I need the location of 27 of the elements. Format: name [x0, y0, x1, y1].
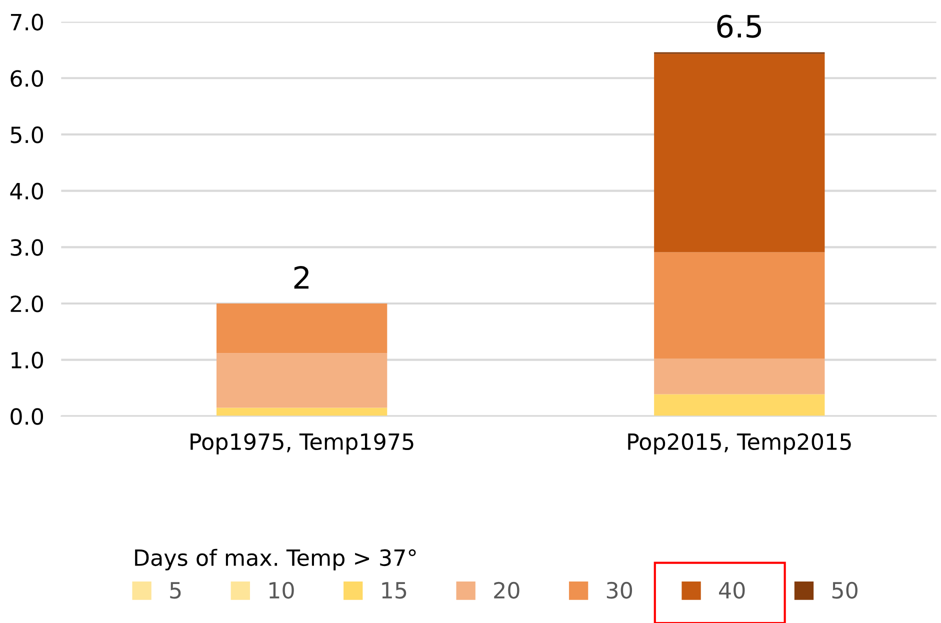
legend-label: 10	[270, 582, 294, 599]
total-label: 2	[294, 266, 308, 289]
bar	[216, 408, 388, 416]
legend-label: 5	[170, 582, 181, 599]
y-tick-label: 4.0	[10, 182, 44, 200]
total-label: 6.5	[717, 14, 762, 38]
y-tick-label: 6.0	[10, 70, 44, 87]
bar	[654, 252, 825, 359]
x-tick-label: Pop1975, Temp1975	[190, 433, 414, 454]
x-tick-label: Pop2015, Temp2015	[628, 433, 851, 454]
bar	[654, 394, 825, 416]
bar	[654, 358, 825, 394]
y-tick-label: 2.0	[10, 295, 44, 312]
legend-label: 15	[382, 582, 406, 599]
y-tick-label: 0.0	[10, 408, 44, 425]
bar	[216, 353, 388, 408]
y-tick-label: 1.0	[12, 352, 44, 369]
legend-label: 50	[832, 582, 858, 599]
y-tick-label: 5.0	[10, 126, 44, 144]
y-tick-label: 3.0	[10, 239, 44, 256]
legend-label: 20	[494, 582, 520, 599]
legend-label: 40	[719, 582, 745, 599]
bar	[216, 303, 388, 354]
legend-label: 30	[606, 582, 632, 599]
legend-title: Days of max. Temp > 37°	[135, 548, 416, 570]
y-tick-label: 7.0	[10, 14, 44, 31]
bar	[654, 54, 825, 252]
